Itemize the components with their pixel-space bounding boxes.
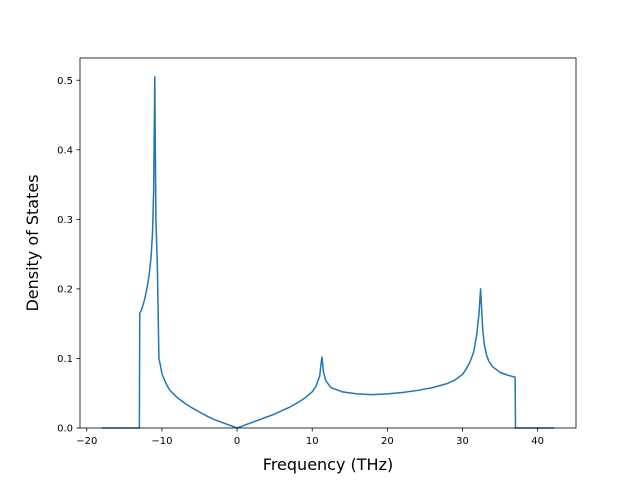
y-tick-label: 0.3 bbox=[57, 215, 73, 226]
plot-area bbox=[80, 58, 576, 428]
x-tick-label: 30 bbox=[456, 436, 469, 447]
x-tick-label: 0 bbox=[234, 436, 240, 447]
y-tick-label: 0.2 bbox=[57, 285, 73, 296]
y-tick-label: 0.5 bbox=[57, 76, 73, 87]
y-ticks: 0.0 0.1 0.2 0.3 0.4 0.5 bbox=[57, 76, 80, 435]
x-tick-label: −10 bbox=[151, 436, 172, 447]
y-tick-label: 0.4 bbox=[57, 145, 73, 156]
x-tick-label: 40 bbox=[531, 436, 544, 447]
x-ticks: −20 −10 0 10 20 30 40 bbox=[76, 428, 544, 447]
series-line-0 bbox=[101, 76, 555, 429]
x-tick-label: 10 bbox=[306, 436, 319, 447]
axes-layer bbox=[79, 57, 577, 429]
y-tick-label: 0.1 bbox=[57, 354, 73, 365]
x-axis-label: Frequency (THz) bbox=[263, 455, 393, 474]
y-axis-label: Density of States bbox=[23, 174, 42, 311]
x-tick-label: −20 bbox=[76, 436, 97, 447]
y-tick-label: 0.0 bbox=[57, 424, 73, 435]
plot-frame bbox=[79, 57, 577, 429]
x-tick-label: 20 bbox=[381, 436, 394, 447]
series-layer bbox=[101, 76, 555, 429]
